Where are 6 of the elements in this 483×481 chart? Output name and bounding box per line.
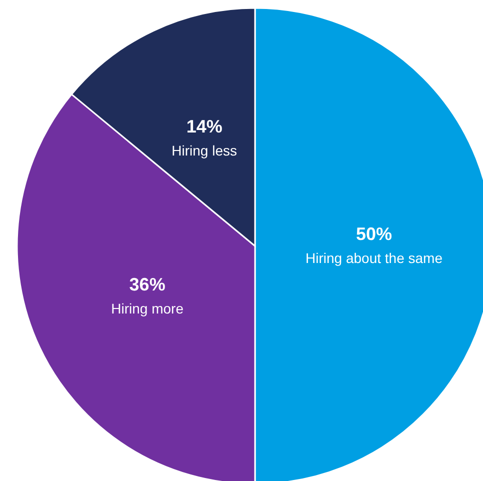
data-label: 36% (129, 274, 166, 295)
data-label: 50% (356, 224, 392, 244)
data-label: 14% (186, 116, 222, 136)
slice-label: Hiring about the same (306, 250, 443, 266)
slice-label: Hiring more (111, 300, 184, 317)
slice-label: Hiring less (172, 142, 238, 158)
